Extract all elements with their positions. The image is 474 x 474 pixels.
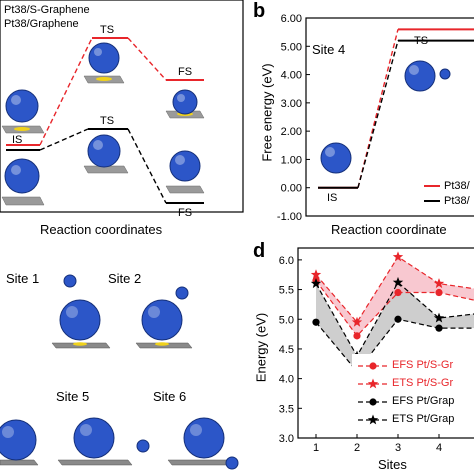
d-point-s1-0 bbox=[310, 269, 322, 280]
b-cluster-is bbox=[320, 142, 352, 174]
d-panel-letter: d bbox=[253, 240, 266, 262]
panel-a: Pt38/S-Graphene Pt38/Graphene IS TS FS T… bbox=[0, 0, 245, 245]
d-legend-marker-0 bbox=[369, 362, 377, 370]
b-legend-item-1: Pt38/ bbox=[444, 180, 470, 192]
d-xtick-label: 4 bbox=[436, 442, 442, 454]
c-site-label-5: Site 5 bbox=[56, 389, 90, 404]
d-xtick-label: 1 bbox=[313, 442, 319, 454]
d-ytick-label: 3.5 bbox=[279, 403, 294, 415]
a-state-is: IS bbox=[12, 134, 23, 146]
c-adsorbate-site1 bbox=[63, 274, 77, 288]
a-state-fs-1: FS bbox=[178, 66, 193, 78]
d-ytick-label: 5.5 bbox=[279, 285, 294, 297]
panel-c: Site 1 Site 2 Site 5 Site 6 bbox=[0, 255, 250, 474]
d-legend-label-3: EFS Pt/Grap bbox=[392, 395, 455, 407]
b-plot: 6.00 5.00 4.00 3.00 2.00 1.00 0.00 -1.00 bbox=[277, 13, 474, 223]
d-legend-marker-1 bbox=[367, 378, 379, 389]
b-ytick-label: 3.00 bbox=[281, 98, 302, 110]
panel-a-frame bbox=[0, 0, 244, 213]
c-site-label-1: Site 1 bbox=[6, 271, 40, 286]
d-point-s2-3 bbox=[435, 324, 443, 332]
d-axes-frame bbox=[297, 247, 474, 439]
c-cluster-site5 bbox=[73, 417, 115, 459]
a-legend-item-1: Pt38/S-Graphene bbox=[4, 4, 90, 16]
a-legend-item-2: Pt38/Graphene bbox=[4, 18, 79, 30]
b-ytick-label: 1.00 bbox=[281, 154, 302, 166]
d-xtick-label: 2 bbox=[354, 442, 360, 454]
c-cluster-site2 bbox=[141, 299, 183, 341]
a-red-connector-1 bbox=[39, 37, 93, 146]
d-point-s0-3 bbox=[435, 288, 443, 297]
b-state-ts: TS bbox=[414, 35, 429, 47]
d-legend-label-2: ETS Pt/S-Gr bbox=[392, 377, 454, 389]
a-state-fs-2: FS bbox=[178, 207, 193, 219]
b-site-label: Site 4 bbox=[312, 42, 346, 57]
d-xlabel: Sites bbox=[378, 457, 407, 472]
a-red-connector-2 bbox=[127, 37, 167, 81]
d-point-s1-1 bbox=[351, 316, 363, 327]
c-adsorbate-site2 bbox=[175, 286, 189, 300]
b-state-is: IS bbox=[327, 192, 338, 204]
b-decor bbox=[320, 60, 451, 202]
d-legend-marker-2 bbox=[369, 398, 377, 406]
b-panel-letter: b bbox=[253, 0, 266, 22]
b-ytick-label: 4.00 bbox=[281, 70, 302, 82]
c-structures bbox=[0, 274, 239, 470]
a-graphene-6 bbox=[165, 185, 205, 194]
b-xlabel: Reaction coordinate bbox=[331, 222, 447, 237]
a-cluster-4 bbox=[87, 134, 121, 168]
a-state-ts-2: TS bbox=[100, 115, 115, 127]
d-point-s2-0 bbox=[312, 318, 320, 326]
a-cluster-5 bbox=[172, 89, 198, 115]
a-cluster-1 bbox=[5, 89, 39, 123]
d-ytick-label: 3.0 bbox=[279, 433, 294, 445]
a-xlabel: Reaction coordinates bbox=[40, 222, 163, 237]
d-point-s3-2 bbox=[392, 276, 404, 287]
d-point-s2-2 bbox=[394, 315, 402, 323]
b-ytick-label: 2.00 bbox=[281, 126, 302, 138]
c-cluster-site1 bbox=[59, 299, 101, 341]
c-adsorbate-site6 bbox=[225, 456, 239, 470]
d-ytick-label: 4.5 bbox=[279, 344, 294, 356]
d-ytick-label: 4.0 bbox=[279, 374, 294, 386]
d-band-graphene bbox=[316, 282, 474, 372]
d-band-s-graphene bbox=[316, 256, 474, 336]
d-legend-label-4: ETS Pt/Grap bbox=[392, 413, 455, 425]
a-state-ts-1: TS bbox=[100, 24, 115, 36]
d-point-s1-3 bbox=[433, 278, 445, 289]
b-axes-frame bbox=[305, 17, 474, 217]
a-cluster-2 bbox=[4, 158, 40, 194]
a-graphene-2 bbox=[1, 196, 45, 206]
c-site-label-6: Site 6 bbox=[153, 389, 187, 404]
b-connector-1 bbox=[357, 40, 399, 188]
d-xtick-label: 3 bbox=[395, 442, 401, 454]
c-cluster-site6 bbox=[183, 417, 225, 459]
c-adsorbate-site5 bbox=[136, 439, 150, 453]
d-ytick-label: 6.0 bbox=[279, 255, 294, 267]
b-cluster-ts bbox=[404, 60, 451, 92]
c-site-label-2: Site 2 bbox=[108, 271, 142, 286]
d-point-s3-0 bbox=[310, 278, 322, 289]
b-ytick-label: 5.00 bbox=[281, 41, 302, 53]
d-point-s0-1 bbox=[353, 332, 361, 340]
a-black-connector-2 bbox=[127, 128, 167, 204]
d-point-s3-3 bbox=[433, 312, 445, 323]
d-series-line-3 bbox=[315, 281, 474, 358]
d-legend-label-1: EFS Pt/S-Gr bbox=[392, 359, 454, 371]
b-legend-item-2: Pt38/ bbox=[444, 195, 470, 207]
b-ytick-label: 6.00 bbox=[281, 13, 302, 25]
c-cluster-left bbox=[0, 419, 37, 461]
a-black-connector-1 bbox=[39, 128, 89, 151]
d-legend-marker-3 bbox=[367, 414, 379, 425]
d-point-s1-2 bbox=[392, 251, 404, 262]
d-point-s0-2 bbox=[394, 288, 402, 297]
a-cluster-6 bbox=[169, 150, 201, 182]
b-ytick-label: -1.00 bbox=[277, 211, 302, 223]
a-cluster-3 bbox=[88, 42, 120, 74]
b-ytick-label: 0.00 bbox=[281, 183, 302, 195]
d-ytick-label: 5.0 bbox=[279, 314, 294, 326]
